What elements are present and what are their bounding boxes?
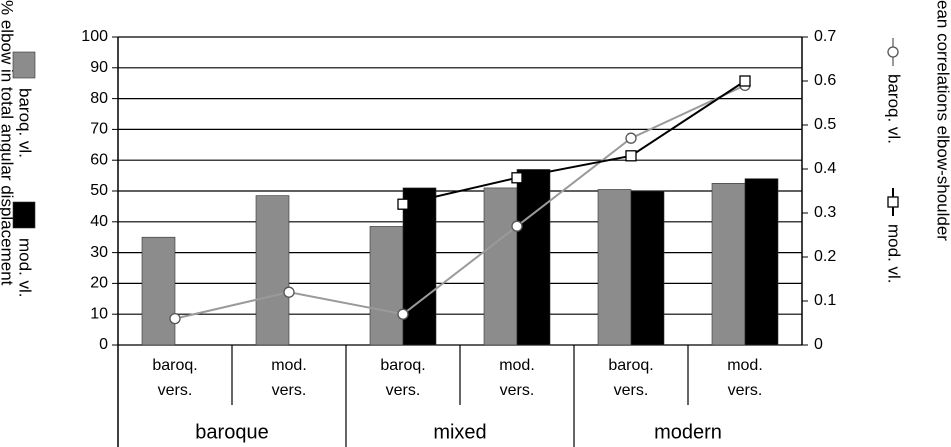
y-tick-label: 90: [90, 59, 108, 76]
y-tick-label: 40: [90, 213, 108, 230]
legend-label: baroq. vl.: [16, 88, 35, 158]
line: [402, 80, 746, 206]
x-tick-label: mod.: [499, 357, 535, 374]
x-tick-label: baroq.: [608, 357, 653, 374]
bar: [744, 178, 779, 346]
marker: [283, 286, 295, 298]
bar: [255, 195, 290, 346]
legend-label: baroq. vl.: [885, 74, 904, 144]
y2-tick-label: 0.7: [814, 28, 836, 45]
y2-tick-label: 0.2: [814, 248, 836, 265]
legend-marker: [887, 46, 899, 58]
y2-tick-label: 0.6: [814, 72, 836, 89]
marker: [397, 198, 409, 210]
line: [174, 84, 746, 320]
y2-axis-title: ean correlations elbow-shoulder: [934, 0, 951, 241]
group-label: mixed: [433, 421, 486, 443]
marker: [169, 312, 181, 325]
x-tick-label: vers.: [728, 382, 763, 399]
y2-tick-label: 0.4: [814, 160, 836, 177]
x-tick-label: vers.: [386, 382, 421, 399]
group-label: modern: [654, 421, 722, 443]
y2-tick-label: 0.5: [814, 116, 836, 133]
x-tick-label: baroq.: [152, 357, 197, 374]
legend-label: mod. vl.: [16, 238, 35, 298]
marker: [397, 308, 409, 320]
x-tick-label: vers.: [500, 382, 535, 399]
legend-label: mod. vl.: [885, 224, 904, 284]
legend-marker: [887, 196, 899, 208]
bar: [630, 190, 665, 346]
y-tick-label: 20: [90, 275, 108, 292]
y-tick-label: 30: [90, 244, 108, 261]
y-tick-label: 10: [90, 305, 108, 322]
x-tick-label: vers.: [614, 382, 649, 399]
bar: [402, 187, 437, 346]
y-tick-label: 0: [99, 336, 108, 353]
y-tick-label: 50: [90, 182, 108, 199]
y-tick-label: 80: [90, 90, 108, 107]
y2-tick-label: 0.1: [814, 292, 836, 309]
x-tick-label: mod.: [271, 357, 307, 374]
marker: [739, 75, 751, 87]
marker: [511, 172, 523, 184]
x-tick-label: vers.: [272, 382, 307, 399]
marker: [625, 132, 637, 144]
y-axis-title: % elbow in total angular displacement: [0, 0, 17, 286]
legend-swatch: [12, 51, 36, 79]
marker: [511, 220, 523, 232]
y-tick-label: 100: [81, 28, 108, 45]
bar: [369, 226, 404, 346]
bar: [141, 236, 176, 346]
y2-tick-label: 0.3: [814, 204, 836, 221]
y-tick-label: 60: [90, 151, 108, 168]
x-tick-label: vers.: [158, 382, 193, 399]
legend-swatch: [12, 201, 36, 229]
x-tick-label: mod.: [727, 357, 763, 374]
y-tick-label: 70: [90, 121, 108, 138]
bar: [516, 169, 551, 346]
bar: [483, 187, 518, 346]
y2-tick-label: 0: [814, 336, 823, 353]
bar: [597, 189, 632, 346]
group-label: baroque: [195, 421, 268, 443]
marker: [625, 150, 637, 162]
bar: [711, 183, 746, 346]
x-tick-label: baroq.: [380, 357, 425, 374]
